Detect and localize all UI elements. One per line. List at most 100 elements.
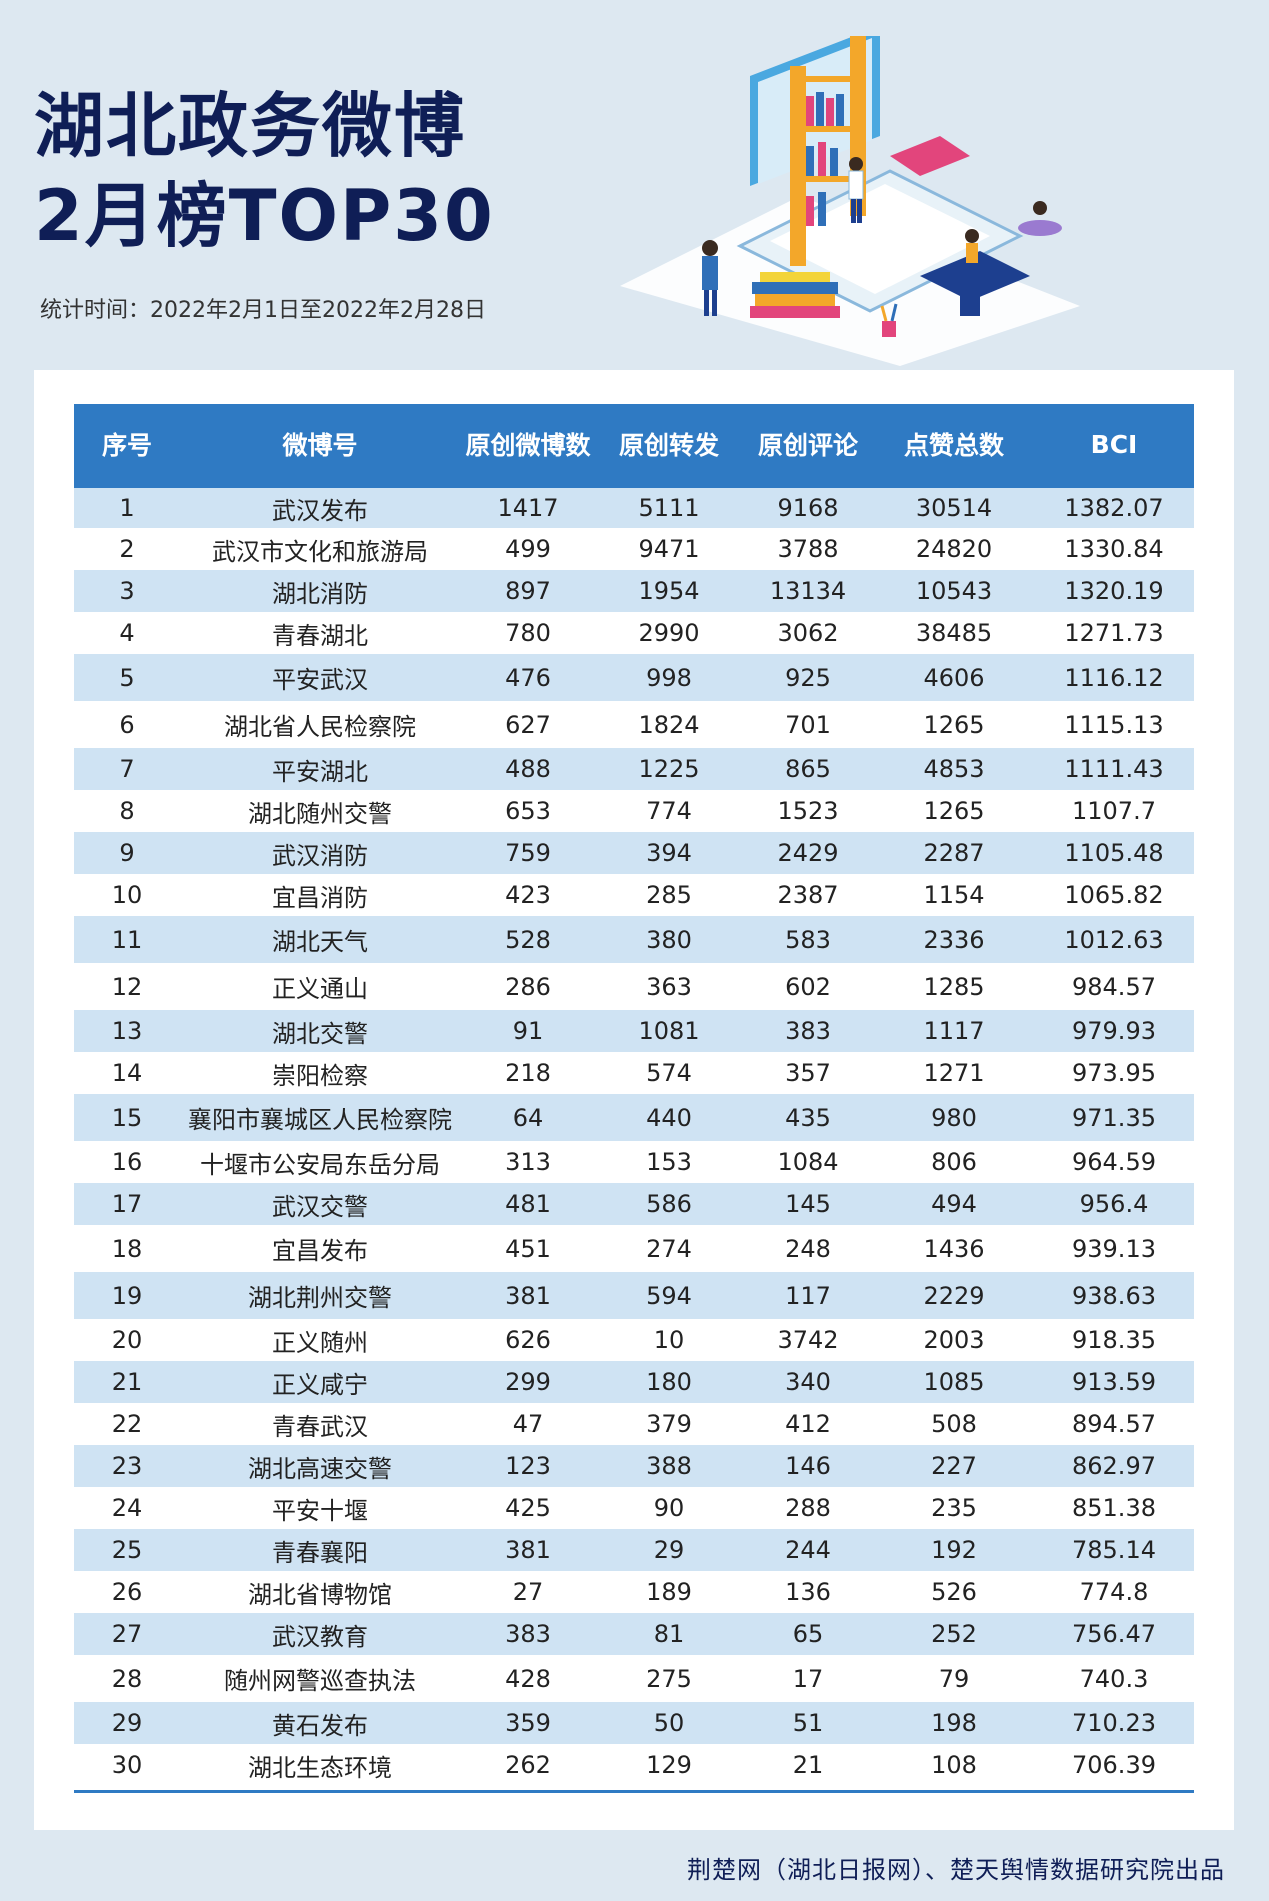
cell-original-posts: 626 <box>505 1326 551 1354</box>
cell-likes: 1085 <box>923 1368 985 1396</box>
cell-account: 湖北随州交警 <box>248 799 392 828</box>
cell-rank: 8 <box>119 797 135 825</box>
table-row: 24 平安十堰 425 90 288 235 851.38 <box>74 1487 1194 1529</box>
cell-comments: 435 <box>785 1103 831 1132</box>
cell-original-posts: 476 <box>505 663 551 692</box>
cell-rank: 4 <box>119 619 135 647</box>
cell-bci: 1012.63 <box>1064 925 1164 954</box>
cell-reposts: 2990 <box>638 619 700 647</box>
cell-original-posts: 488 <box>505 755 551 783</box>
cell-account: 武汉交警 <box>272 1192 368 1221</box>
cell-rank: 19 <box>111 1281 143 1310</box>
cell-original-posts: 780 <box>505 619 551 647</box>
table-row: 3 湖北消防 897 1954 13134 10543 1320.19 <box>74 570 1194 612</box>
table-row: 28 随州网警巡查执法 428 275 17 79 740.3 <box>74 1655 1194 1702</box>
table-row: 4 青春湖北 780 2990 3062 38485 1271.73 <box>74 612 1194 654</box>
cell-rank: 6 <box>119 710 135 739</box>
cell-account: 武汉发布 <box>272 496 368 525</box>
cell-bci: 740.3 <box>1079 1664 1149 1693</box>
cell-reposts: 129 <box>646 1751 692 1779</box>
cell-reposts: 586 <box>646 1190 692 1218</box>
cell-rank: 14 <box>111 1059 143 1087</box>
cell-comments: 17 <box>792 1664 824 1693</box>
cell-likes: 192 <box>931 1536 977 1564</box>
cell-rank: 28 <box>111 1664 143 1693</box>
cell-original-posts: 47 <box>512 1410 544 1438</box>
cell-bci: 756.47 <box>1072 1620 1156 1648</box>
table-row: 11 湖北天气 528 380 583 2336 1012.63 <box>74 916 1194 963</box>
cell-reposts: 1954 <box>638 577 700 605</box>
column-header-rank: 序号 <box>101 431 152 460</box>
cell-original-posts: 383 <box>505 1620 551 1648</box>
cell-account: 平安湖北 <box>272 757 368 786</box>
cell-bci: 851.38 <box>1072 1494 1156 1522</box>
cell-original-posts: 451 <box>505 1234 551 1263</box>
cell-rank: 3 <box>119 577 135 605</box>
cell-reposts: 380 <box>646 925 692 954</box>
cell-likes: 2229 <box>923 1281 985 1310</box>
cell-reposts: 388 <box>646 1452 692 1480</box>
cell-reposts: 50 <box>653 1709 685 1737</box>
cell-bci: 774.8 <box>1079 1578 1149 1606</box>
cell-reposts: 285 <box>646 881 692 909</box>
cell-comments: 288 <box>785 1494 831 1522</box>
cell-original-posts: 64 <box>512 1103 544 1132</box>
table-row: 1 武汉发布 1417 5111 9168 30514 1382.07 <box>74 488 1194 528</box>
cell-likes: 1154 <box>923 881 985 909</box>
cell-account: 湖北交警 <box>272 1019 368 1048</box>
table-row: 30 湖北生态环境 262 129 21 108 706.39 <box>74 1744 1194 1786</box>
cell-likes: 806 <box>931 1148 977 1176</box>
cell-likes: 79 <box>938 1664 970 1693</box>
cell-account: 正义咸宁 <box>272 1370 368 1399</box>
cell-reposts: 379 <box>646 1410 692 1438</box>
cell-comments: 865 <box>785 755 831 783</box>
cell-comments: 602 <box>785 972 831 1001</box>
cell-rank: 2 <box>119 535 135 563</box>
cell-likes: 2003 <box>923 1326 985 1354</box>
cell-bci: 1111.43 <box>1064 755 1164 783</box>
column-header-bci: BCI <box>1090 429 1138 459</box>
table-row: 29 黄石发布 359 50 51 198 710.23 <box>74 1702 1194 1744</box>
table-row: 12 正义通山 286 363 602 1285 984.57 <box>74 963 1194 1010</box>
cell-rank: 26 <box>111 1578 143 1606</box>
cell-likes: 1117 <box>923 1017 985 1045</box>
cell-likes: 1265 <box>923 797 985 825</box>
cell-likes: 2336 <box>923 925 985 954</box>
table-header: 序号 微博号 原创微博数 原创转发 原创评论 点赞总数 BCI <box>74 404 1194 488</box>
cell-original-posts: 897 <box>505 577 551 605</box>
cell-reposts: 1824 <box>638 710 700 739</box>
table-row: 8 湖北随州交警 653 774 1523 1265 1107.7 <box>74 790 1194 832</box>
cell-rank: 5 <box>119 663 135 692</box>
cell-rank: 12 <box>111 972 143 1001</box>
source-credit: 荆楚网（湖北日报网）、楚天舆情数据研究院出品 <box>687 1856 1225 1884</box>
cell-comments: 51 <box>792 1709 824 1737</box>
cell-likes: 1271 <box>923 1059 985 1087</box>
cell-bci: 1330.84 <box>1064 535 1164 563</box>
cell-likes: 494 <box>931 1190 977 1218</box>
cell-comments: 146 <box>785 1452 831 1480</box>
cell-likes: 108 <box>931 1751 977 1779</box>
cell-likes: 30514 <box>915 494 993 522</box>
cell-rank: 21 <box>111 1368 143 1396</box>
cell-account: 湖北省博物馆 <box>248 1580 392 1609</box>
cell-comments: 2387 <box>777 881 839 909</box>
cell-original-posts: 313 <box>505 1148 551 1176</box>
cell-bci: 984.57 <box>1072 972 1156 1001</box>
cell-account: 正义通山 <box>272 975 368 1003</box>
cell-bci: 710.23 <box>1072 1709 1156 1737</box>
table-row: 27 武汉教育 383 81 65 252 756.47 <box>74 1613 1194 1655</box>
cell-rank: 15 <box>111 1103 143 1132</box>
cell-likes: 1265 <box>923 710 985 739</box>
ranking-panel: 序号 微博号 原创微博数 原创转发 原创评论 点赞总数 BCI 1 武汉发布 141… <box>34 370 1234 1830</box>
cell-bci: 1271.73 <box>1064 619 1164 647</box>
cell-reposts: 574 <box>646 1059 692 1087</box>
cell-bci: 1065.82 <box>1064 881 1164 909</box>
library-laptop-illustration <box>620 36 1080 366</box>
cell-original-posts: 528 <box>505 925 551 954</box>
cell-likes: 10543 <box>915 577 993 605</box>
cell-original-posts: 499 <box>505 535 551 563</box>
cell-reposts: 774 <box>646 797 692 825</box>
cell-account: 黄石发布 <box>272 1711 368 1740</box>
cell-original-posts: 423 <box>505 881 551 909</box>
cell-original-posts: 262 <box>505 1751 551 1779</box>
